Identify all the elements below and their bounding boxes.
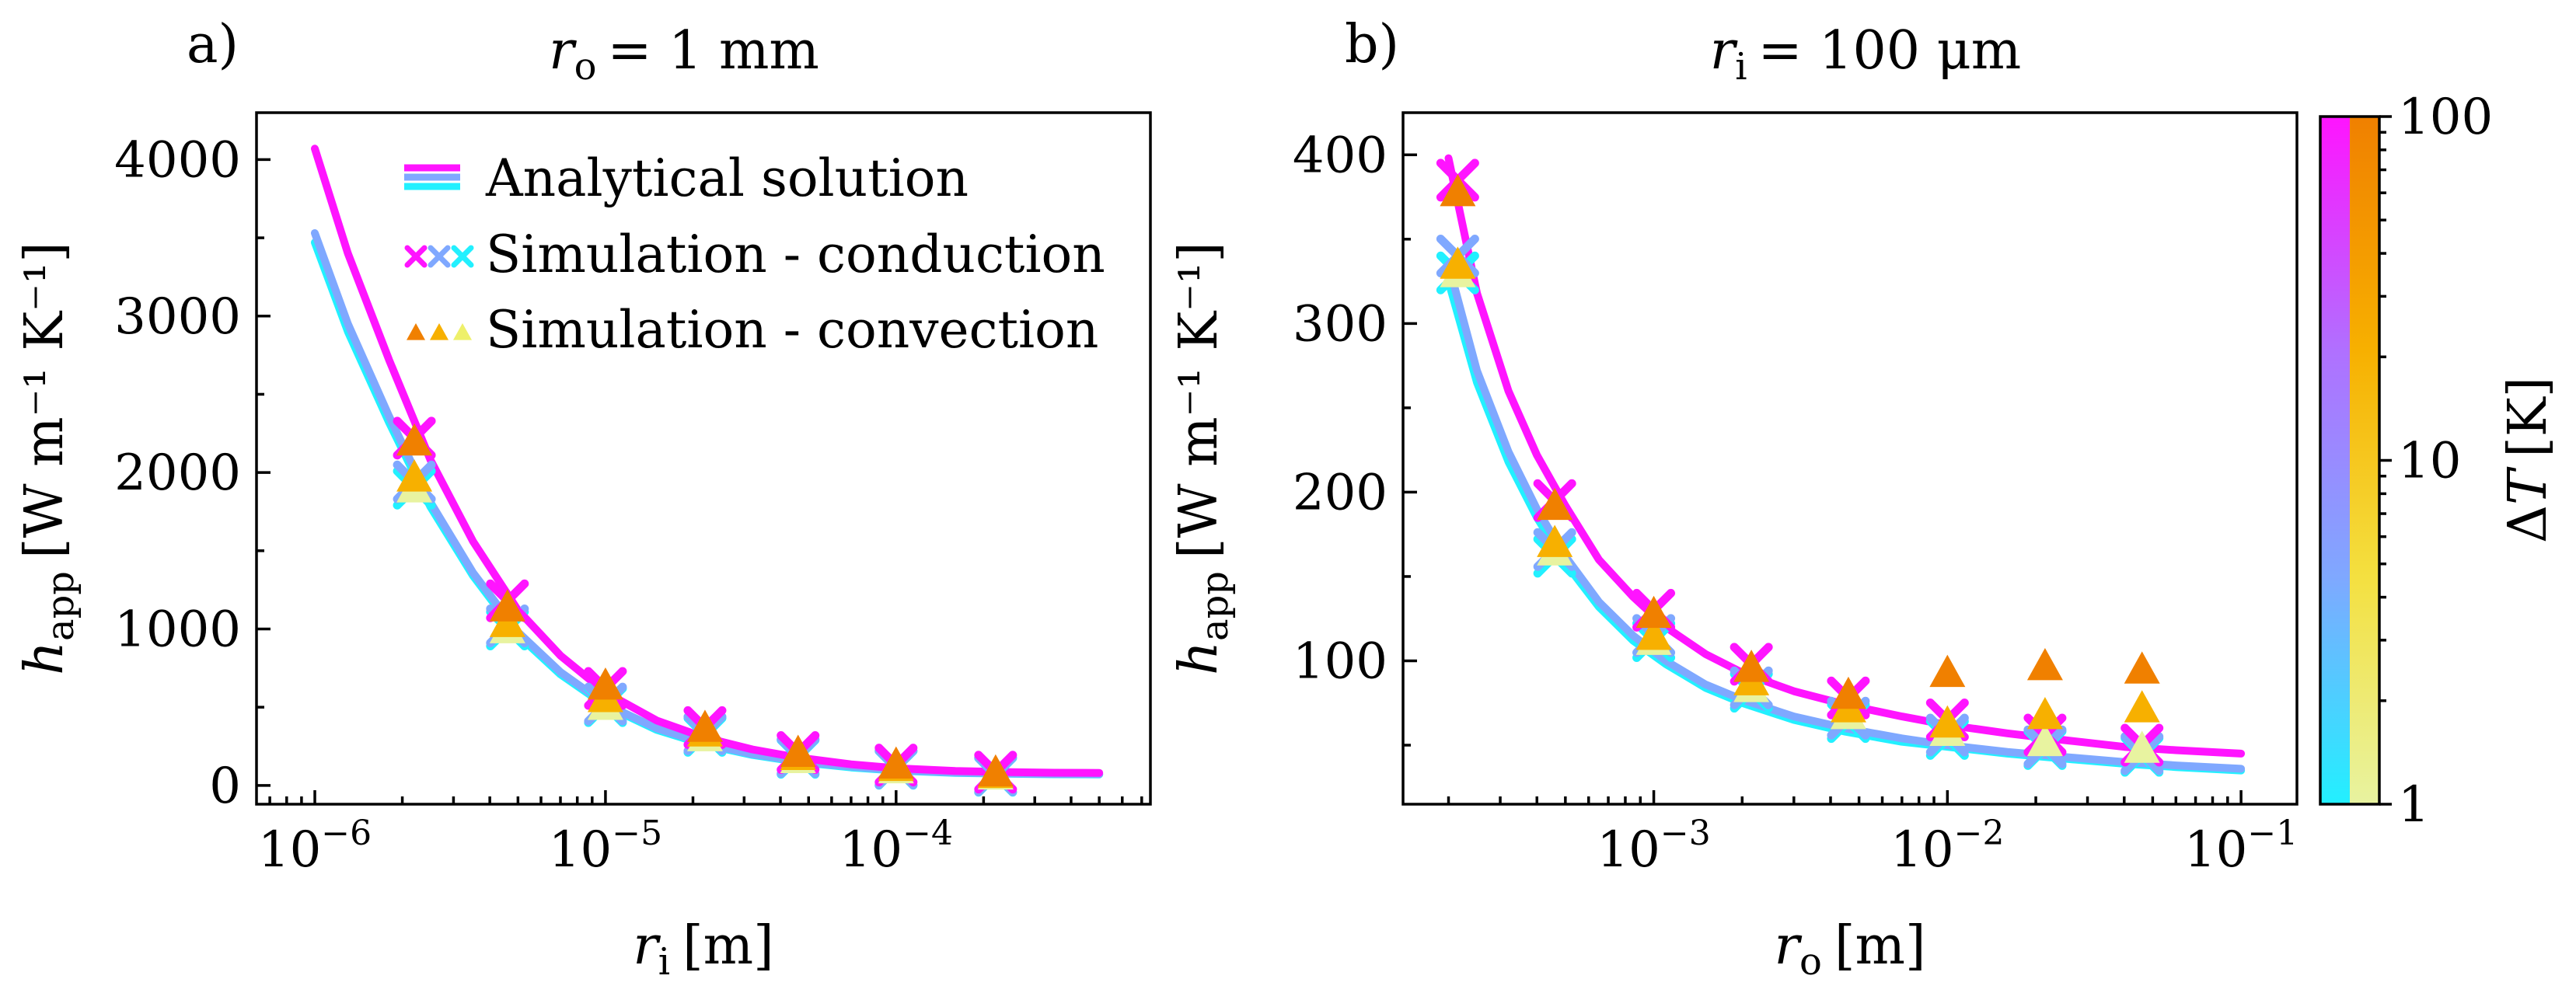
panel-a-convection-point (780, 734, 816, 767)
panel-a-title-eq: = 1 mm (607, 20, 819, 82)
colorbar-ticks: 1 10 100 (2379, 89, 2493, 834)
panel-b-series (1436, 154, 2246, 777)
legend-conduction-swatch (404, 245, 474, 268)
panel-a-series (311, 145, 1104, 797)
panel-a-title-sub: o (574, 45, 597, 89)
panel-a-x-tick-label: 10−4 (839, 814, 953, 879)
panel-b-title: ri = 100 μm (1710, 20, 2022, 89)
panel-a-x-label: ri [m] (633, 915, 773, 984)
panel-b-title-sub: i (1735, 45, 1747, 89)
panel-b-convection-point (1537, 524, 1573, 557)
panel-a-x-tick-label: 10−5 (549, 814, 662, 879)
legend-analytical-label: Analytical solution (485, 148, 969, 208)
panel-b-convection-point (1830, 676, 1866, 709)
panel-a-axes-frame (255, 111, 1152, 806)
panel-a-convection-point (977, 754, 1014, 787)
panel-a-y-tick-label: 3000 (114, 288, 241, 346)
colorbar-convection-strip (2350, 117, 2379, 804)
panel-a-convection-point (396, 423, 433, 456)
panel-b-convection-point (2026, 648, 2063, 681)
panel-a-y-tick-label: 1000 (114, 601, 241, 658)
panel-a-label: a) (187, 14, 239, 75)
panel-b-title-eq: = 100 μm (1758, 20, 2022, 82)
panel-b-convection-point (1635, 595, 1672, 629)
panel-a-x-ticks: 10−6 10−5 10−4 (258, 790, 1143, 879)
panel-b-convection-point (1929, 654, 1966, 688)
panel-a-title-var: r (549, 20, 577, 82)
panel-b-convection-point (1635, 617, 1672, 650)
panel-b-title-var: r (1710, 20, 1738, 82)
panel-b-y-tick-label: 300 (1293, 295, 1387, 353)
panel-b-analytical-line-2 (1444, 154, 2246, 758)
panel-b-convection-point (1929, 705, 1966, 738)
panel-b-convection-point (2026, 723, 2063, 757)
panel-a-convection-point (878, 746, 914, 779)
panel-b-convection-point (1733, 650, 1770, 682)
panel-a-y-tick-label: 4000 (114, 131, 241, 189)
panel-b-convection-point (2124, 730, 2160, 763)
colorbar-conduction-strip (2320, 117, 2350, 804)
panel-a-convection-point (396, 459, 433, 492)
legend: Analytical solution Simulation - conduct… (404, 148, 1105, 360)
panel-a-x-tick-label: 10−6 (258, 814, 372, 879)
colorbar-tick-label: 1 (2398, 776, 2430, 834)
panel-b-y-tick-label: 400 (1293, 127, 1387, 184)
panel-b-convection-point (1440, 246, 1476, 279)
panel-a-convection-point (489, 589, 525, 622)
panel-a-title: ro = 1 mm (549, 20, 819, 89)
legend-analytical-swatch (404, 164, 460, 190)
panel-b-x-ticks: 10−3 10−2 10−1 (1447, 790, 2298, 879)
panel-b-y-tick-label: 200 (1293, 464, 1387, 521)
panel-b-convection-point (1537, 487, 1573, 521)
panel-b-axes-frame (1401, 111, 2299, 806)
panel-b-x-label: ro [m] (1775, 915, 1926, 984)
panel-b-convection-point (2124, 690, 2160, 723)
panel-b-convection-point (2124, 651, 2160, 684)
panel-a-y-ticks: 0 1000 2000 3000 4000 (114, 131, 271, 815)
panel-b-x-tick-label: 10−2 (1890, 814, 2004, 879)
panel-a-convection-point (587, 667, 623, 700)
colorbar: 1 10 100 ΔT[K] (2319, 89, 2559, 834)
panel-a-y-label: happ[W m⁻¹ K⁻¹] (14, 242, 82, 675)
colorbar-tick-label: 10 (2398, 433, 2461, 490)
legend-convection-label: Simulation - convection (486, 300, 1098, 360)
panel-b-y-tick-label: 100 (1293, 632, 1387, 690)
legend-conduction-label: Simulation - conduction (486, 225, 1105, 284)
colorbar-tick-label: 100 (2398, 89, 2493, 146)
panel-b-y-label: happ[W m⁻¹ K⁻¹] (1168, 242, 1237, 675)
panel-a-y-tick-label: 2000 (114, 444, 241, 502)
panel-a-y-tick-label: 0 (209, 758, 241, 815)
panel-b-y-ticks: 100 200 300 400 (1293, 127, 1417, 747)
colorbar-label: ΔT[K] (2497, 377, 2559, 543)
panel-a-convection-point (686, 709, 723, 742)
panel-b-x-tick-label: 10−1 (2184, 814, 2298, 879)
legend-convection-swatch (407, 323, 472, 340)
panel-b-convection-point (1440, 174, 1476, 207)
panel-b-convection-point (2026, 696, 2063, 730)
panel-b-label: b) (1345, 14, 1399, 75)
panel-b-x-tick-label: 10−3 (1597, 814, 1710, 879)
